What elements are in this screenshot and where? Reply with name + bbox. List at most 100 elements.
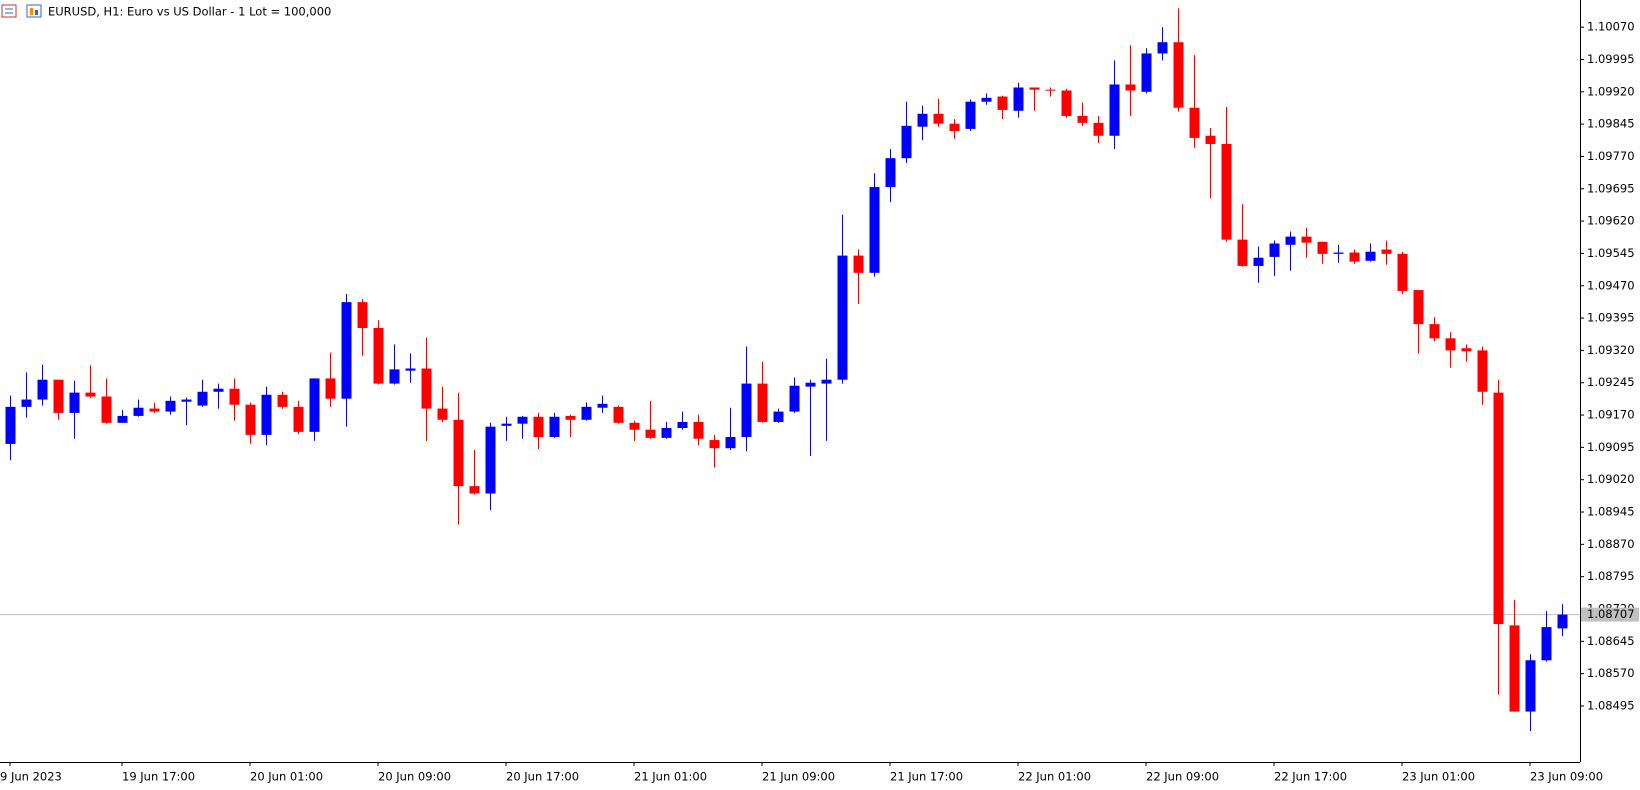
candle-body bbox=[501, 423, 512, 426]
candle-body bbox=[389, 369, 400, 384]
candle-body bbox=[341, 302, 352, 399]
candle-body bbox=[837, 255, 848, 380]
x-tick-label: 23 Jun 01:00 bbox=[1402, 770, 1475, 784]
candle-body bbox=[1141, 53, 1152, 92]
candle-body bbox=[1253, 257, 1264, 266]
y-tick-label: 1.10070 bbox=[1587, 20, 1635, 34]
candle-body bbox=[565, 415, 576, 420]
candle-body bbox=[133, 407, 144, 416]
candle-body bbox=[1013, 87, 1024, 111]
candle-body bbox=[181, 399, 192, 402]
candle-body bbox=[101, 396, 112, 423]
y-tick-label: 1.08495 bbox=[1587, 698, 1635, 712]
candle-body bbox=[1205, 135, 1216, 144]
y-tick-label: 1.09845 bbox=[1587, 117, 1635, 131]
candle-body bbox=[421, 368, 432, 409]
candle-body bbox=[949, 123, 960, 132]
candle-body bbox=[469, 486, 480, 494]
candle-body bbox=[1509, 625, 1520, 712]
candle-body bbox=[1445, 338, 1456, 351]
candle-body bbox=[1525, 660, 1536, 712]
candle-body bbox=[661, 427, 672, 438]
candle-body bbox=[53, 379, 64, 413]
candle-body bbox=[21, 399, 32, 407]
candle-body bbox=[709, 440, 720, 449]
chart-title: EURUSD, H1: Euro vs US Dollar - 1 Lot = … bbox=[48, 5, 331, 19]
candle-body bbox=[1157, 42, 1168, 54]
candle-body bbox=[821, 379, 832, 384]
candle-body bbox=[725, 437, 736, 449]
current-price-label: 1.08707 bbox=[1587, 607, 1635, 621]
candle-body bbox=[1269, 243, 1280, 257]
candle-body bbox=[453, 419, 464, 487]
candle-body bbox=[1301, 236, 1312, 243]
x-tick-label: 9 Jun 2023 bbox=[0, 770, 62, 784]
candle-body bbox=[581, 406, 592, 420]
candle-body bbox=[597, 403, 608, 408]
x-tick-label: 20 Jun 09:00 bbox=[378, 770, 451, 784]
x-tick-label: 22 Jun 01:00 bbox=[1018, 770, 1091, 784]
y-tick-label: 1.09170 bbox=[1587, 408, 1635, 422]
candle-body bbox=[293, 406, 304, 432]
candle-body bbox=[37, 379, 48, 400]
candle-body bbox=[1477, 350, 1488, 392]
icon-bar bbox=[30, 8, 33, 15]
candle-body bbox=[981, 97, 992, 102]
candle-body bbox=[229, 388, 240, 405]
candle-body bbox=[853, 255, 864, 273]
x-tick-label: 20 Jun 17:00 bbox=[506, 770, 579, 784]
y-tick-label: 1.09245 bbox=[1587, 375, 1635, 389]
candle-body bbox=[533, 416, 544, 438]
y-tick-label: 1.09395 bbox=[1587, 311, 1635, 325]
candle-body bbox=[1413, 290, 1424, 325]
y-tick-label: 1.09320 bbox=[1587, 343, 1635, 357]
y-tick-label: 1.09770 bbox=[1587, 149, 1635, 163]
y-tick-label: 1.09470 bbox=[1587, 278, 1635, 292]
x-tick-label: 21 Jun 01:00 bbox=[634, 770, 707, 784]
candle-body bbox=[1333, 252, 1344, 254]
candle-body bbox=[1237, 239, 1248, 266]
toolbar-icons bbox=[1, 4, 42, 18]
candle-body bbox=[1429, 324, 1440, 339]
candle-body bbox=[1557, 614, 1568, 629]
candle-body bbox=[1285, 236, 1296, 245]
candle-body bbox=[1381, 249, 1392, 254]
y-tick-label: 1.08795 bbox=[1587, 569, 1635, 583]
candle-body bbox=[869, 187, 880, 273]
y-tick-label: 1.09920 bbox=[1587, 84, 1635, 98]
candle-body bbox=[405, 368, 416, 371]
candle-body bbox=[1029, 87, 1040, 90]
candle-body bbox=[357, 302, 368, 328]
candle-body bbox=[1109, 84, 1120, 136]
x-tick-label: 22 Jun 09:00 bbox=[1146, 770, 1219, 784]
candle-body bbox=[197, 391, 208, 406]
candle-body bbox=[1397, 253, 1408, 291]
candle-body bbox=[757, 383, 768, 422]
candle-body bbox=[965, 101, 976, 129]
candle-body bbox=[69, 392, 80, 413]
candle-body bbox=[645, 429, 656, 438]
candle-body bbox=[261, 394, 272, 435]
x-tick-label: 21 Jun 09:00 bbox=[762, 770, 835, 784]
candle-body bbox=[549, 416, 560, 438]
y-tick-label: 1.08945 bbox=[1587, 505, 1635, 519]
x-tick-label: 23 Jun 09:00 bbox=[1530, 770, 1603, 784]
candle-body bbox=[789, 385, 800, 412]
candle-body bbox=[277, 394, 288, 407]
candle-body bbox=[693, 421, 704, 439]
candle-body bbox=[517, 416, 528, 424]
candle-body bbox=[165, 400, 176, 412]
candle-body bbox=[629, 422, 640, 430]
candle-body bbox=[1173, 42, 1184, 108]
y-tick-label: 1.08645 bbox=[1587, 634, 1635, 648]
current-price-tag bbox=[1581, 607, 1639, 622]
candle-body bbox=[917, 113, 928, 127]
candle-body bbox=[933, 113, 944, 124]
candle-body bbox=[213, 388, 224, 392]
candle-body bbox=[1125, 84, 1136, 91]
candle-body bbox=[1493, 392, 1504, 625]
candle-body bbox=[1349, 252, 1360, 262]
